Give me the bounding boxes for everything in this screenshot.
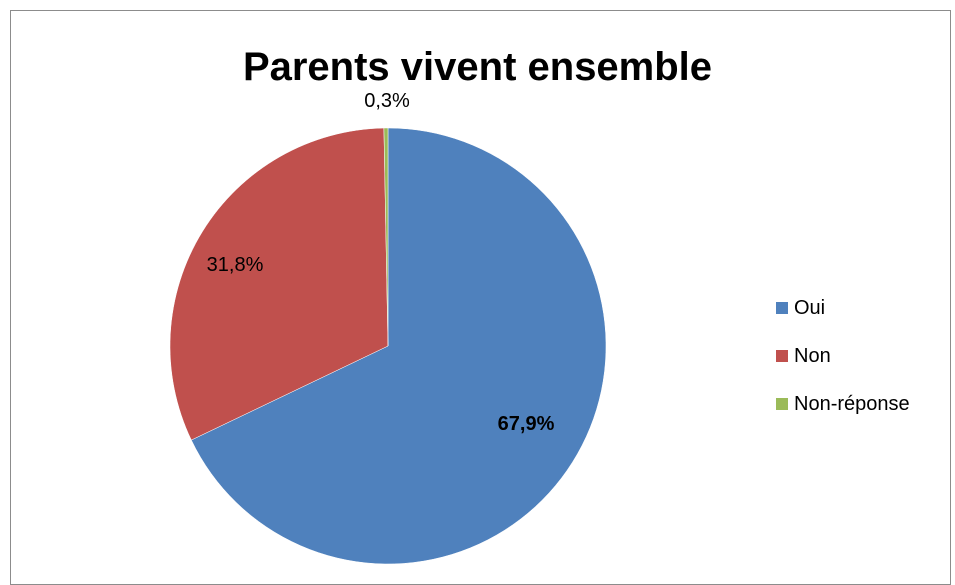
chart-title: Parents vivent ensemble: [242, 45, 713, 89]
legend: Oui Non Non-réponse: [776, 284, 910, 428]
data-label-non-reponse: 0,3%: [364, 90, 410, 112]
legend-label-oui: Oui: [794, 296, 826, 319]
slice-non-reponse: [383, 127, 389, 347]
slice-non: [169, 127, 389, 441]
legend-item-oui: Oui: [776, 284, 910, 332]
legend-swatch-non-reponse: [776, 398, 788, 410]
legend-swatch-oui: [776, 302, 788, 314]
data-label-non: 31,8%: [207, 254, 264, 276]
slice-oui: [191, 127, 607, 565]
data-label-oui: 67,9%: [498, 413, 555, 435]
legend-label-non-reponse: Non-réponse: [794, 392, 910, 415]
legend-swatch-non: [776, 350, 788, 362]
legend-item-non: Non: [776, 332, 910, 380]
legend-item-non-reponse: Non-réponse: [776, 380, 910, 428]
legend-label-non: Non: [794, 344, 831, 367]
